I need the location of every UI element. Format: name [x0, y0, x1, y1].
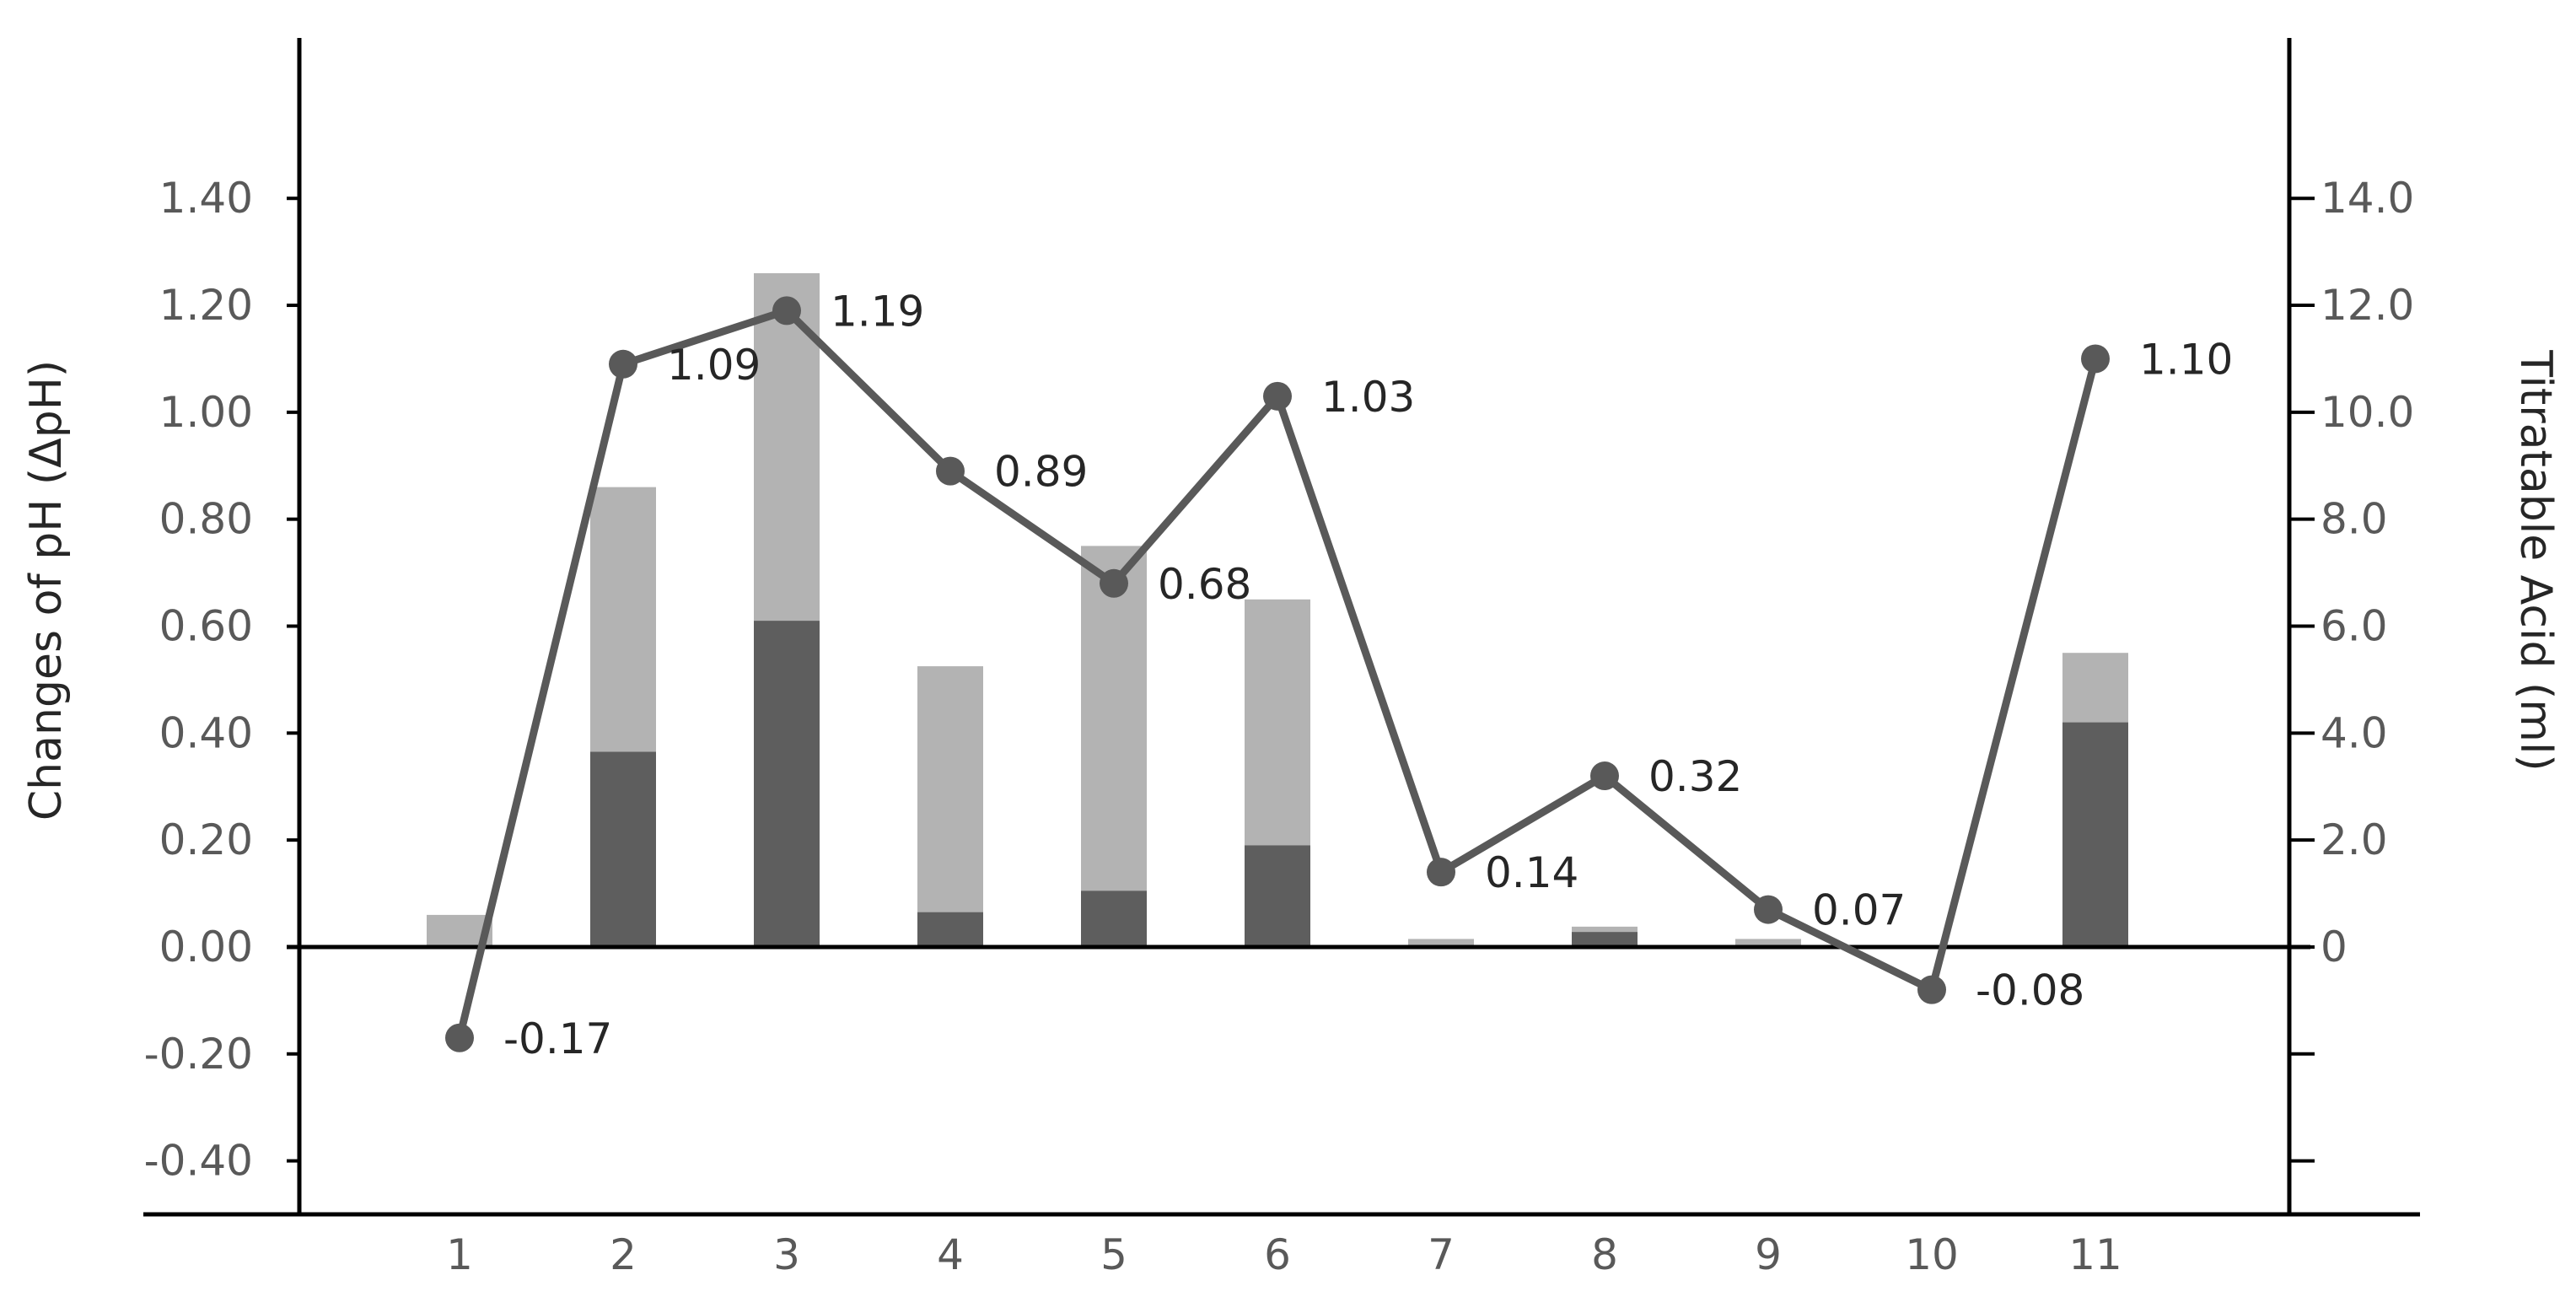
data-label-5: 0.68 — [1158, 560, 1251, 609]
line-series — [445, 296, 2110, 1052]
data-label-9: 0.07 — [1812, 886, 1906, 935]
right-tick-label: 12.0 — [2321, 281, 2414, 330]
bar-series-dark — [590, 621, 2128, 947]
left-tick-label: -0.40 — [144, 1137, 253, 1186]
bar-light-4 — [917, 666, 983, 947]
x-tick-label-8: 8 — [1591, 1230, 1618, 1279]
data-label-3: 1.19 — [831, 287, 924, 336]
bar-light-5 — [1081, 546, 1147, 947]
data-label-4: 0.89 — [994, 448, 1088, 497]
line-point-11 — [2081, 344, 2110, 374]
line-point-7 — [1427, 858, 1455, 887]
left-tick-label: 1.40 — [159, 174, 253, 223]
y-axis-title: Changes of pH (ΔpH) — [21, 360, 72, 821]
left-axis-ticks: -0.40 -0.20 0.00 0.20 0.40 0.60 0.80 1.00 1.20 1.… — [144, 174, 299, 1186]
line-point-9 — [1754, 895, 1783, 924]
bar-dark-6 — [1245, 845, 1310, 947]
right-tick-label: 6.0 — [2321, 602, 2388, 651]
left-tick-label: 0.20 — [159, 815, 253, 864]
y2-axis-title: Titratable Acid (ml) — [2510, 349, 2561, 771]
line-point-1 — [445, 1023, 474, 1052]
left-tick-label: -0.20 — [144, 1030, 253, 1079]
data-labels: -0.17 1.09 1.19 0.89 0.68 1.03 0.14 0.32 0.07 -0.… — [503, 287, 2233, 1063]
line-point-3 — [772, 296, 801, 326]
x-tick-label-4: 4 — [937, 1230, 964, 1279]
x-tick-label-9: 9 — [1755, 1230, 1782, 1279]
right-tick-label: 2.0 — [2321, 815, 2388, 864]
data-label-7: 0.14 — [1485, 848, 1578, 897]
bar-dark-11 — [2062, 722, 2128, 947]
data-label-11: 1.10 — [2139, 335, 2233, 384]
x-tick-label-1: 1 — [446, 1230, 473, 1279]
right-tick-label: 10.0 — [2321, 388, 2414, 437]
left-tick-label: 1.00 — [159, 388, 253, 437]
bar-dark-4 — [917, 912, 983, 947]
right-tick-label: 14.0 — [2321, 174, 2414, 223]
left-tick-label: 0.80 — [159, 495, 253, 544]
line-point-5 — [1100, 568, 1128, 598]
line-point-10 — [1917, 975, 1946, 1004]
data-label-6: 1.03 — [1321, 373, 1415, 422]
x-tick-label-5: 5 — [1100, 1230, 1127, 1279]
data-label-1: -0.17 — [503, 1014, 612, 1063]
right-tick-label: 0 — [2321, 923, 2347, 971]
left-tick-label: 0.60 — [159, 602, 253, 651]
x-tick-label-2: 2 — [610, 1230, 637, 1279]
right-axis-ticks: 0 2.0 4.0 6.0 8.0 10.0 12.0 14.0 — [2289, 174, 2414, 1163]
line-point-2 — [609, 349, 637, 379]
left-tick-label: 0.40 — [159, 708, 253, 757]
left-tick-label: 1.20 — [159, 281, 253, 330]
x-tick-label-11: 11 — [2068, 1230, 2122, 1279]
x-tick-label-6: 6 — [1264, 1230, 1291, 1279]
bar-dark-2 — [590, 751, 656, 947]
data-label-8: 0.32 — [1648, 752, 1742, 801]
bar-dark-8 — [1572, 932, 1638, 947]
right-tick-label: 4.0 — [2321, 708, 2388, 757]
x-tick-label-7: 7 — [1428, 1230, 1455, 1279]
x-tick-label-10: 10 — [1905, 1230, 1959, 1279]
bar-dark-5 — [1081, 891, 1147, 947]
x-tick-label-3: 3 — [773, 1230, 800, 1279]
line-point-4 — [936, 456, 965, 486]
line-point-8 — [1590, 761, 1619, 791]
data-label-10: -0.08 — [1976, 966, 2084, 1015]
data-label-2: 1.09 — [667, 341, 761, 390]
left-tick-label: 0.00 — [159, 923, 253, 971]
line-point-6 — [1263, 381, 1292, 411]
x-axis-ticks: 1 2 3 4 5 6 7 8 9 10 11 — [446, 1230, 2122, 1279]
bar-light-7 — [1408, 939, 1474, 947]
bar-light-9 — [1735, 939, 1801, 947]
bar-dark-3 — [754, 621, 820, 947]
right-tick-label: 8.0 — [2321, 495, 2388, 544]
